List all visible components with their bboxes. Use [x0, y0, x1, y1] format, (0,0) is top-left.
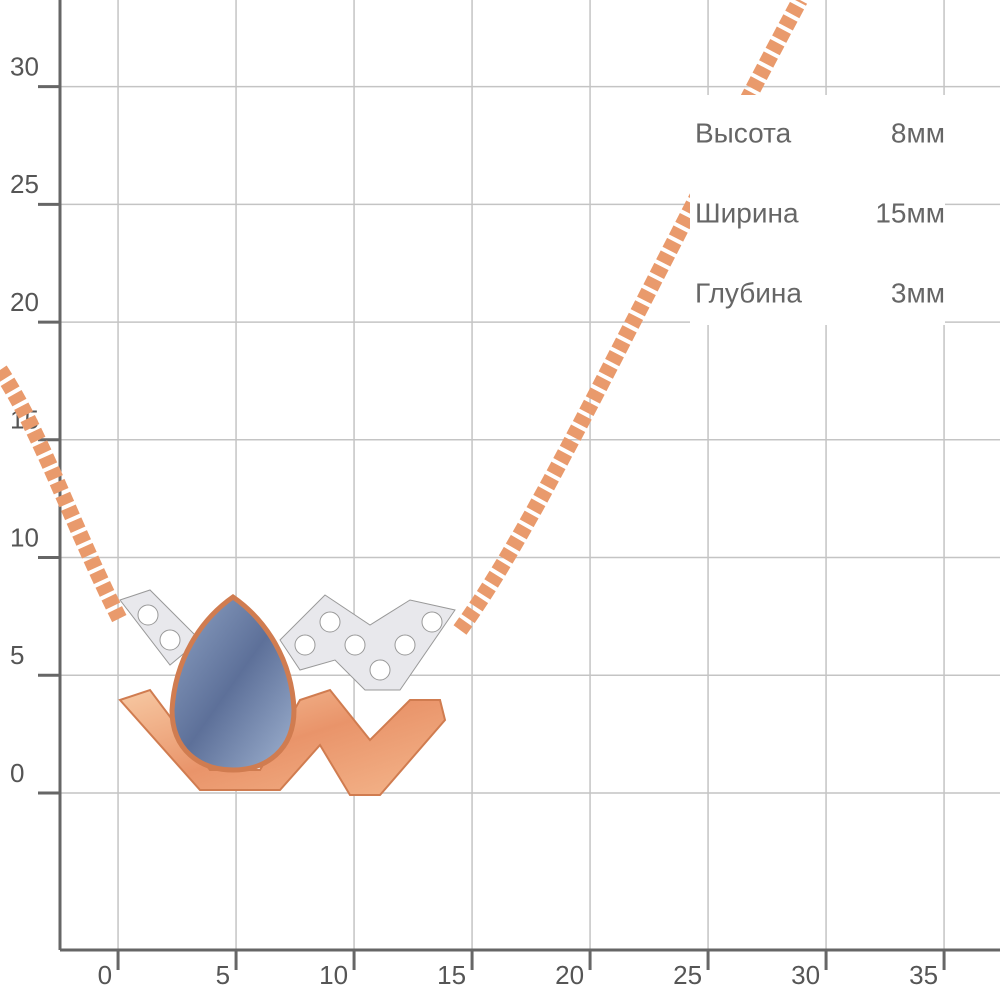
- spec-value: 15мм: [875, 197, 945, 228]
- y-tick-label: 20: [10, 287, 39, 317]
- diamonds: [137, 604, 443, 681]
- spec-box: [690, 95, 945, 325]
- spec-value: 8мм: [891, 117, 945, 148]
- y-tick-label: 25: [10, 169, 39, 199]
- x-tick-label: 5: [216, 960, 230, 990]
- spec-label: Глубина: [695, 277, 802, 308]
- x-tick-label: 0: [98, 960, 112, 990]
- spec-label: Ширина: [695, 197, 799, 228]
- spec-value: 3мм: [891, 277, 945, 308]
- x-tick-label: 35: [909, 960, 938, 990]
- gemstone: [169, 593, 297, 773]
- x-tick-label: 15: [437, 960, 466, 990]
- y-tick-label: 10: [10, 522, 39, 552]
- x-tick-label: 25: [673, 960, 702, 990]
- spec-label: Высота: [695, 117, 792, 148]
- y-tick-label: 30: [10, 52, 39, 82]
- y-tick-label: 0: [10, 758, 24, 788]
- x-tick-label: 20: [555, 960, 584, 990]
- y-tick-label: 5: [10, 640, 24, 670]
- chain: [0, 365, 128, 624]
- pendant-image: [0, 0, 808, 796]
- spec-list: Высота 8мм Ширина 15мм Глубина 3мм: [695, 117, 945, 308]
- x-tick-label: 30: [791, 960, 820, 990]
- x-tick-label: 10: [319, 960, 348, 990]
